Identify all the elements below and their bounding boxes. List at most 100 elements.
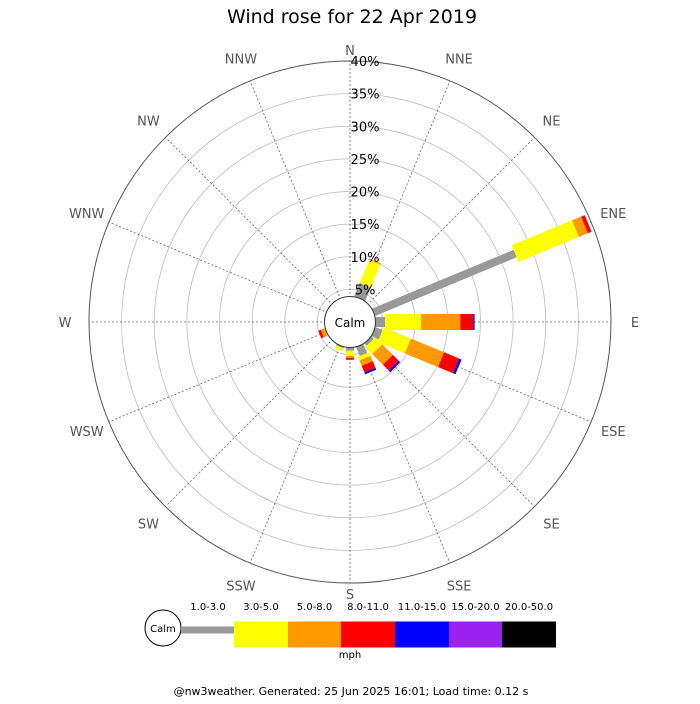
legend-label-0: 1.0-3.0 [190,602,225,613]
legend-label-5: 15.0-20.0 [451,602,499,613]
spoke-sw [165,321,351,507]
legend-label-6: 20.0-50.0 [505,602,553,613]
petal-e-bin-2 [421,314,461,330]
spoke-wsw [108,321,351,423]
direction-label-n: N [345,44,355,59]
petal-e-bin-3 [460,314,474,330]
petal-se-bin-3 [382,354,399,371]
petal-nne-bin-1 [359,260,381,288]
legend-swatch-5 [449,621,502,648]
petal-sse-bin-4 [364,367,377,375]
legend-swatch-6 [502,621,556,648]
direction-label-w: W [59,316,72,331]
petal-ene-bin-1 [511,220,579,262]
footer-text: @nw3weather. Generated: 25 Jun 2025 16:0… [174,685,529,698]
chart-title: Wind rose for 22 Apr 2019 [227,6,477,28]
legend-label-4: 11.0-15.0 [398,602,446,613]
polar-grid [88,60,612,584]
tick-label-30: 30% [351,120,380,135]
petal-s-bin-3 [346,357,354,360]
direction-label-wsw: WSW [70,425,104,440]
grid-ring-30 [153,125,547,519]
direction-label-nw: NW [137,114,160,129]
direction-label-sse: SSE [447,579,472,594]
spoke-sse [349,321,451,564]
spoke-nne [349,80,451,323]
petal-ese-bin-4 [453,358,462,375]
legend: Calm 1.0-3.0 3.0-5.0 5.0-8.0 8.0-11.0 11.0-15… [144,602,556,661]
tick-label-15: 15% [351,218,380,233]
petal-se-bin-0 [364,336,374,346]
legend-swatch-1 [234,621,288,648]
petal-wsw-bin-3 [318,329,324,339]
spoke-nnw [249,80,351,323]
petal-ssw-bin-0 [336,344,344,349]
tick-label-40: 40% [351,55,380,70]
spoke-se [349,321,535,507]
petal-e-bin-1 [385,314,422,330]
direction-label-sw: SW [138,518,159,533]
tick-label-25: 25% [351,153,380,168]
direction-label-wnw: WNW [69,207,105,222]
direction-label-ene: ENE [600,207,626,222]
calm-label: Calm [335,316,366,330]
petal-ene-bin-3 [581,215,592,234]
petal-ese-bin-2 [404,338,445,368]
petal-se-bin-4 [388,360,401,373]
legend-swatch-0 [181,626,234,634]
spoke-ssw [249,321,351,564]
petal-se-bin-1 [365,337,383,355]
grid-ring-20 [219,191,481,453]
radial-tick-labels: 5% 10% 15% 20% 25% 30% 35% 40% [351,55,380,298]
petal-e-bin-0 [375,317,386,327]
direction-label-ese: ESE [601,425,626,440]
calm-circle: Calm [324,296,376,348]
petal-wsw-bin-2 [320,328,328,338]
legend-swatch-2 [288,621,341,648]
petal-sse-bin-2 [359,355,373,366]
grid-ring-25 [186,158,514,486]
petal-ese-bin-1 [377,327,411,354]
direction-label-ssw: SSW [226,579,256,594]
spoke-wnw [108,221,351,323]
legend-label-3: 8.0-11.0 [347,602,389,613]
petal-ene-bin-2 [572,216,588,237]
calm-circle-shape [324,296,376,348]
petal-sse-bin-0 [356,344,368,357]
direction-label-s: S [346,588,354,603]
direction-labels: N NNE NE ENE E ESE SE SSE S SSW SW WSW W WNW NW NNW [59,44,640,603]
petal-s-bin-0 [346,347,354,351]
legend-swatch-3 [341,621,395,648]
direction-label-e: E [631,316,639,331]
petal-sse-bin-3 [361,361,376,373]
tick-label-5: 5% [355,283,376,298]
petals [318,215,592,375]
petal-ene-bin-0 [372,249,517,316]
petal-s-bin-1 [346,350,354,356]
petal-e-bin-4 [473,314,475,330]
tick-label-20: 20% [351,186,380,201]
petal-se-bin-2 [372,344,393,365]
direction-label-ne: NE [543,114,561,129]
petal-sse-bin-1 [357,352,371,361]
direction-label-nne: NNE [445,53,473,68]
legend-label-1: 3.0-5.0 [243,602,278,613]
petal-nne-bin-0 [354,282,371,301]
legend-label-2: 5.0-8.0 [297,602,332,613]
tick-label-35: 35% [351,88,380,103]
tick-label-10: 10% [351,251,380,266]
direction-label-nnw: NNW [225,53,257,68]
spoke-ese [349,321,592,423]
legend-unit: mph [339,650,361,661]
petal-ssw-bin-1 [334,345,344,352]
legend-swatch-4 [395,621,449,648]
direction-label-se: SE [543,518,559,533]
spoke-ne [349,137,535,323]
spoke-nw [165,137,351,323]
petal-nne-bin-2 [369,258,381,265]
petal-s-bin-2 [346,355,354,358]
petal-ese-bin-3 [438,352,460,374]
legend-calm-label: Calm [150,624,176,635]
